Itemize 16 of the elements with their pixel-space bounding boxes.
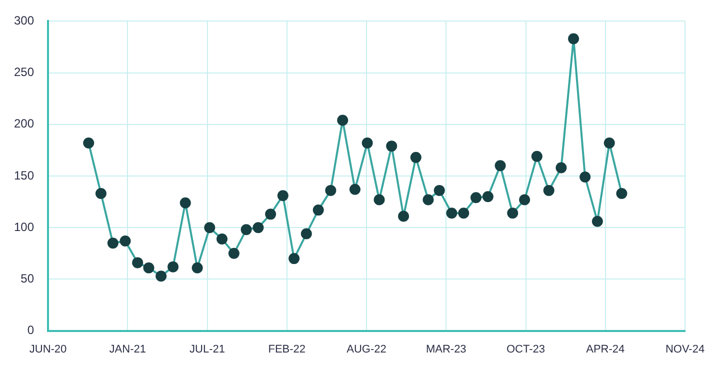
y-tick-label: 150 xyxy=(14,168,34,182)
y-tick-label: 50 xyxy=(20,272,34,286)
x-tick-label: FEB-22 xyxy=(268,343,306,356)
x-tick-label: MAR-23 xyxy=(426,343,466,356)
y-tick-label: 300 xyxy=(14,14,34,28)
x-tick-label: JAN-21 xyxy=(109,343,146,356)
x-tick-label: JUL-21 xyxy=(190,343,225,356)
x-tick-label: NOV-24 xyxy=(665,343,705,356)
y-tick-label: 200 xyxy=(14,116,34,131)
x-tick-label: JUN-20 xyxy=(29,343,67,356)
y-tick-label: 250 xyxy=(14,65,34,80)
x-tick-label: OCT-23 xyxy=(506,343,546,356)
x-tick-label: APR-24 xyxy=(586,343,625,356)
y-tick-label: 100 xyxy=(14,220,34,234)
y-tick-label: 0 xyxy=(27,323,34,338)
x-tick-label: AUG-22 xyxy=(346,343,386,356)
